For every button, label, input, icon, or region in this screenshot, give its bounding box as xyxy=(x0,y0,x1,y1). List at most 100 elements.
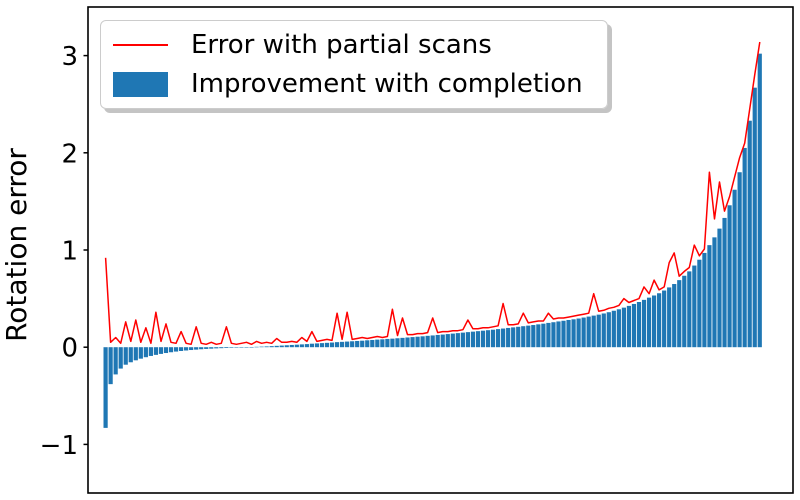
improvement-bar xyxy=(113,347,118,375)
improvement-bar xyxy=(526,325,531,348)
improvement-bar xyxy=(450,333,455,348)
improvement-bar xyxy=(551,322,556,348)
improvement-bar xyxy=(314,343,320,348)
improvement-bar xyxy=(168,347,174,353)
y-tick-label: 1 xyxy=(61,237,78,267)
improvement-bar xyxy=(601,313,606,348)
improvement-bar xyxy=(178,347,184,351)
improvement-bar xyxy=(677,280,682,348)
improvement-bar xyxy=(244,347,249,348)
improvement-bar xyxy=(757,53,762,348)
improvement-bar xyxy=(747,120,752,348)
improvement-bar xyxy=(259,346,264,348)
improvement-bar xyxy=(490,329,496,348)
improvement-bar xyxy=(340,341,345,348)
improvement-bar xyxy=(445,334,450,348)
improvement-bar xyxy=(224,347,229,348)
improvement-bar xyxy=(334,342,340,348)
improvement-bar xyxy=(350,341,355,348)
improvement-bar xyxy=(511,327,516,348)
improvement-bar xyxy=(123,347,128,365)
improvement-bar xyxy=(566,319,571,348)
improvement-bar xyxy=(606,312,611,348)
improvement-bar xyxy=(365,340,370,348)
improvement-bar xyxy=(506,327,511,348)
improvement-bar xyxy=(470,331,476,348)
improvement-bar xyxy=(229,347,234,348)
improvement-bar xyxy=(214,347,219,349)
improvement-bar xyxy=(420,336,425,348)
improvement-bar xyxy=(682,275,687,348)
improvement-bar xyxy=(536,324,541,348)
improvement-bar xyxy=(531,325,536,348)
improvement-bar xyxy=(561,320,566,348)
improvement-bar xyxy=(249,347,254,348)
y-tick-label: 2 xyxy=(61,139,78,169)
error-line xyxy=(104,41,761,346)
improvement-bar xyxy=(108,347,113,385)
improvement-bar xyxy=(571,319,576,348)
improvement-bar xyxy=(485,330,491,348)
improvement-bar xyxy=(636,302,642,348)
improvement-bar xyxy=(279,345,284,348)
improvement-bar xyxy=(289,344,294,348)
improvement-bar xyxy=(324,342,330,348)
y-tick-label: 0 xyxy=(61,334,78,364)
improvement-bar xyxy=(254,346,259,348)
y-tick-label: 3 xyxy=(61,42,78,72)
improvement-bar xyxy=(586,316,591,348)
legend-entry-line: Error with partial scans xyxy=(113,26,597,64)
improvement-bar xyxy=(194,347,199,350)
improvement-bar xyxy=(667,287,672,348)
improvement-bar xyxy=(707,245,712,348)
legend-swatch-column xyxy=(113,71,168,97)
improvement-bar xyxy=(329,342,335,348)
improvement-bar xyxy=(380,339,385,348)
improvement-bar xyxy=(148,347,153,356)
improvement-bar xyxy=(153,347,159,355)
improvement-bar xyxy=(264,346,269,348)
improvement-bar xyxy=(641,299,647,348)
legend-entry-bar: Improvement with completion xyxy=(113,65,597,103)
improvement-bar xyxy=(219,347,224,349)
improvement-bar xyxy=(672,284,677,348)
improvement-bar xyxy=(626,305,632,348)
improvement-bar xyxy=(581,317,586,348)
improvement-bar xyxy=(460,332,465,348)
improvement-bar xyxy=(631,303,637,348)
improvement-bar xyxy=(199,347,204,350)
improvement-bar xyxy=(284,345,289,348)
improvement-bar xyxy=(722,217,727,348)
improvement-bar xyxy=(128,347,133,363)
improvement-bar xyxy=(274,345,279,348)
improvement-bar xyxy=(651,295,657,348)
improvement-bar xyxy=(304,344,309,348)
improvement-bar xyxy=(501,328,506,348)
improvement-bar xyxy=(173,347,179,352)
improvement-bar xyxy=(727,205,732,348)
improvement-bar xyxy=(355,340,360,348)
red-line-swatch-icon xyxy=(113,44,168,46)
improvement-bar xyxy=(309,343,315,348)
improvement-bar xyxy=(184,347,189,351)
improvement-bar xyxy=(319,343,325,348)
improvement-bar xyxy=(400,337,405,348)
improvement-bar xyxy=(465,332,470,348)
improvement-bar xyxy=(189,347,194,351)
improvement-bar xyxy=(143,347,148,358)
improvement-bar xyxy=(410,337,415,348)
improvement-bar xyxy=(737,172,742,348)
improvement-bar xyxy=(712,237,717,348)
improvement-bar xyxy=(294,344,299,348)
improvement-bar xyxy=(118,347,123,369)
improvement-bar xyxy=(657,293,662,348)
improvement-bar xyxy=(717,228,722,348)
improvement-bar xyxy=(234,347,239,348)
improvement-bar xyxy=(138,347,143,359)
improvement-bar xyxy=(158,347,164,354)
improvement-bar xyxy=(405,337,410,348)
improvement-bar xyxy=(163,347,169,354)
improvement-bar xyxy=(646,297,652,348)
